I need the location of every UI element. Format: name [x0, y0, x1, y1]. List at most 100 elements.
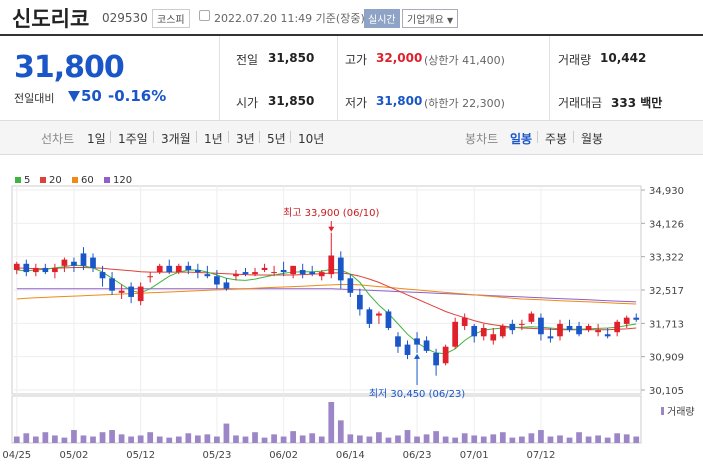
tab-3months[interactable]: 3개월 [161, 132, 191, 146]
price-change: 50 [68, 87, 102, 105]
candle-body [32, 267, 39, 273]
volume-bar [566, 437, 573, 443]
candle-body [385, 311, 392, 329]
candle-body [433, 352, 439, 366]
tab-daily-candle[interactable]: 일봉 [510, 132, 533, 146]
candle-body [633, 317, 640, 320]
low-arrow-head [414, 353, 421, 359]
candle-body [509, 323, 516, 331]
candle-body [194, 270, 201, 273]
volume-plot-frame [11, 395, 642, 444]
volume-bar [356, 435, 363, 443]
legend-label: 5 [24, 175, 31, 186]
high-arrow-head [328, 226, 335, 232]
volume-legend-swatch [661, 407, 664, 415]
volume-bar [271, 434, 277, 443]
candle-body [576, 325, 582, 335]
candle-body [309, 272, 316, 275]
stock-name: 신도리코 [12, 7, 90, 31]
line-chart-heading: 선차트 [41, 132, 75, 146]
tab-1week[interactable]: 1주일 [118, 132, 148, 146]
candle-body [118, 290, 125, 293]
header-divider [0, 34, 703, 36]
legend-label: 20 [49, 175, 62, 186]
volume-bar [252, 432, 258, 443]
candle-body [414, 338, 420, 345]
candle-body [499, 325, 506, 337]
tab-1day[interactable]: 1일 [87, 132, 106, 146]
volume-bar [623, 434, 630, 443]
candle-body [395, 336, 401, 347]
volume-bar [585, 436, 592, 443]
volume-bar [499, 432, 506, 443]
volume-bar [366, 436, 373, 443]
volume-bar [433, 431, 439, 443]
tab-separator [153, 131, 154, 143]
volume-bar [80, 435, 87, 443]
candle-body [452, 321, 459, 347]
x-tick-label: 06/14 [336, 450, 365, 461]
candle-chart-heading: 봉차트 [465, 132, 499, 146]
tab-monthly-candle[interactable]: 월봉 [581, 132, 604, 146]
volume-bar [223, 423, 230, 443]
down-arrow-icon [68, 91, 80, 102]
tab-1year[interactable]: 1년 [204, 132, 223, 146]
candle-body [519, 323, 525, 325]
volume-bar [137, 435, 144, 443]
volume-bar [442, 436, 449, 443]
open-label: 시가 [236, 96, 259, 110]
candle-body [461, 317, 468, 326]
candle-body [214, 276, 220, 285]
volume-bar [147, 432, 154, 443]
volume-bar [261, 437, 268, 443]
volume-bar [194, 435, 201, 443]
volume-bar [61, 437, 68, 443]
volume-bar [452, 437, 459, 443]
volume-bar [32, 436, 39, 443]
volume-bar [347, 434, 354, 443]
tab-3years[interactable]: 3년 [236, 132, 255, 146]
tab-separator [110, 131, 111, 143]
realtime-button[interactable]: 실시간 [364, 9, 400, 28]
tab-separator [537, 131, 538, 143]
candle-body [280, 270, 287, 273]
low-label: 저가 [345, 96, 368, 110]
panel-divider [337, 36, 338, 120]
high-label: 고가 [345, 53, 368, 67]
x-tick-label: 05/02 [60, 450, 89, 461]
x-tick-label: 07/12 [527, 450, 556, 461]
company-info-dropdown[interactable]: 기업개요 ▼ [402, 9, 459, 28]
candle-body [109, 278, 115, 291]
panel-divider [549, 36, 550, 120]
volume-label: 거래량 [667, 406, 695, 418]
candle-body [566, 325, 573, 331]
candle-body [604, 334, 611, 337]
legend-item-ma60: 60 [72, 175, 94, 186]
high-value: 32,000 [376, 51, 423, 65]
volume-bar [280, 436, 287, 443]
candle-body [42, 267, 49, 273]
tab-5years[interactable]: 5년 [267, 132, 286, 146]
y-tick-label: 32,517 [649, 286, 684, 297]
legend-swatch [72, 177, 78, 183]
y-tick-label: 34,126 [649, 219, 684, 230]
volume-bar [318, 436, 325, 443]
legend-label: 120 [113, 175, 133, 186]
upper-limit: (상한가 41,400) [424, 54, 505, 67]
volume-bar [52, 435, 58, 443]
tab-separator [290, 131, 291, 143]
tab-weekly-candle[interactable]: 주봉 [545, 132, 568, 146]
candle-body [271, 272, 277, 274]
lower-limit: (하한가 22,300) [424, 97, 505, 110]
candle-body [80, 253, 87, 266]
candle-body [404, 344, 411, 355]
volume-bar [480, 436, 487, 443]
candle-body [356, 294, 363, 310]
volume-bar [128, 436, 134, 443]
legend-swatch [15, 177, 21, 183]
volume-bar [242, 436, 249, 443]
tab-10years[interactable]: 10년 [298, 132, 325, 146]
candle-body [185, 265, 192, 270]
candle-body [61, 259, 68, 266]
